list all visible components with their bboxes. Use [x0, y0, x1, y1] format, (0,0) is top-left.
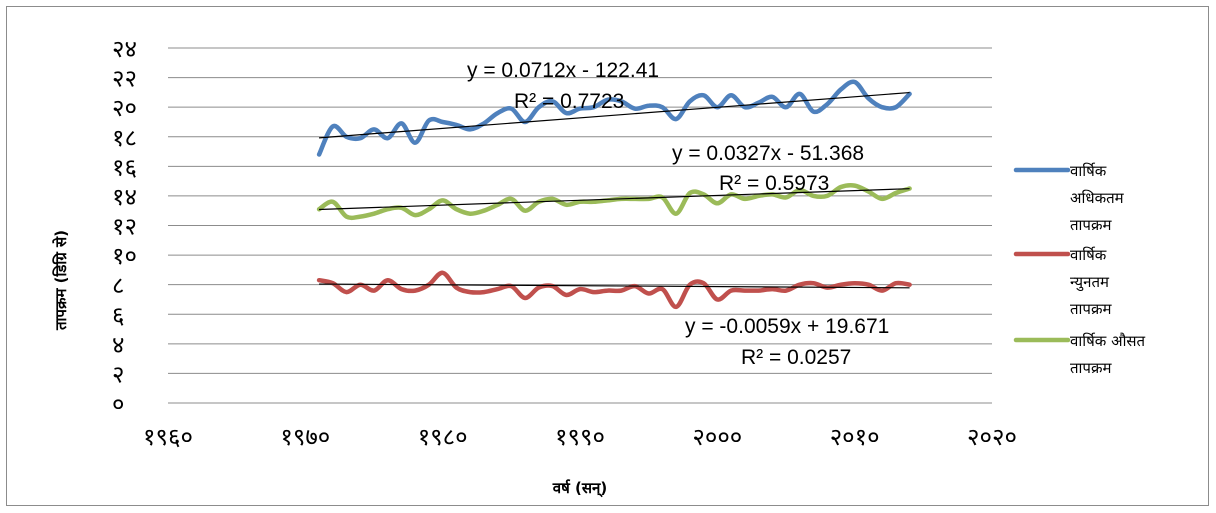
trendline-equation: y = 0.0327x - 51.368 — [672, 142, 864, 165]
trendline-equation: y = -0.0059x + 19.671 — [685, 315, 889, 338]
y-tick-label: २४ — [112, 35, 137, 63]
legend-label: तापक्रम — [1070, 300, 1112, 318]
x-tick-label: २०१० — [830, 423, 880, 451]
y-axis-title: तापक्रम (डिग्रि से) — [52, 230, 70, 331]
x-tick-label: १९९० — [555, 423, 605, 451]
legend-label: वार्षिक औसत — [1070, 332, 1146, 350]
x-tick-label: १९७० — [280, 423, 330, 451]
legend-label: तापक्रम — [1070, 359, 1112, 377]
y-tick-label: २ — [112, 360, 124, 388]
x-tick-label: २०२० — [967, 423, 1017, 451]
trendline-r-squared: R² = 0.5973 — [719, 172, 829, 195]
legend-label: वार्षिक — [1070, 246, 1107, 264]
trendline-equation: y = 0.0712x - 122.41 — [467, 59, 659, 82]
x-axis-title: वर्ष (सन्) — [552, 479, 607, 498]
x-tick-label: १९६० — [143, 423, 193, 451]
legend-label: वार्षिक — [1070, 162, 1107, 180]
trendline — [319, 91, 910, 139]
legend-label: न्युनतम — [1070, 273, 1110, 292]
y-tick-label: २२ — [112, 65, 137, 93]
legend-label: अधिकतम — [1070, 189, 1125, 207]
y-tick-label: ८ — [112, 272, 124, 300]
y-tick-label: १४ — [112, 183, 137, 211]
y-tick-label: १६ — [112, 153, 137, 181]
y-tick-label: १२ — [112, 213, 137, 241]
y-tick-label: १८ — [112, 124, 137, 152]
series-line-min-temp — [316, 270, 912, 310]
y-tick-label: ० — [112, 390, 124, 418]
trendline-r-squared: R² = 0.0257 — [741, 346, 851, 369]
y-tick-label: ६ — [112, 301, 124, 329]
y-tick-label: २० — [112, 94, 137, 122]
y-tick-label: १० — [112, 242, 137, 270]
legend-label: तापक्रम — [1070, 216, 1112, 234]
y-tick-label: ४ — [112, 331, 124, 359]
trendline-r-squared: R² = 0.7723 — [514, 90, 624, 113]
x-tick-label: १९८० — [418, 423, 468, 451]
trendline — [319, 188, 910, 211]
trendline — [319, 283, 910, 289]
series-line-max-temp — [316, 79, 912, 157]
x-tick-label: २००० — [692, 423, 742, 451]
chart-frame — [6, 6, 1209, 506]
